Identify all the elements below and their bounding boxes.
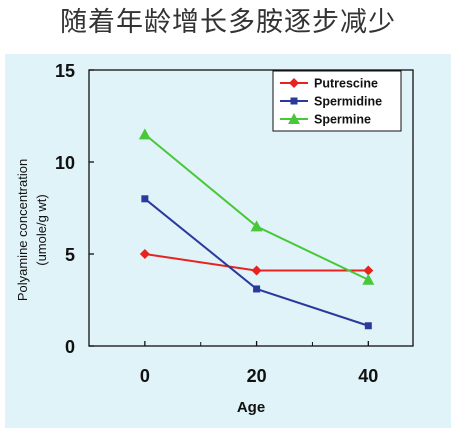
data-point	[138, 128, 151, 140]
diamond-marker	[289, 78, 299, 88]
data-point	[253, 285, 261, 293]
axes: 0 5 10 15 0 20 40 Polyamine concentration (umole…	[15, 61, 414, 386]
legend-label: Spermidine	[314, 95, 382, 109]
square-marker	[290, 97, 298, 105]
page-title: 随着年龄增长多胺逐步减少	[60, 7, 396, 38]
y-tick-label: 0	[65, 337, 75, 357]
data-point	[363, 265, 374, 276]
x-tick-label: 20	[247, 366, 267, 386]
series-line	[144, 133, 369, 281]
y-tick-label: 5	[65, 245, 75, 265]
x-tick-label: 40	[358, 366, 378, 386]
data-point	[139, 249, 150, 259]
y-tick-label: 15	[55, 61, 75, 81]
y-axis-label: Polyamine concentration (umole/g wt)	[15, 159, 49, 301]
legend: Putrescine Spermidine Spermine	[272, 70, 402, 132]
triangle-marker	[288, 113, 300, 124]
y-axis-label-line: (umole/g wt)	[34, 194, 49, 266]
data-point	[362, 273, 375, 285]
data-point	[251, 265, 262, 276]
legend-label: Putrescine	[314, 77, 378, 91]
plot-area-frame	[88, 69, 414, 347]
x-tick-label: 0	[140, 366, 150, 386]
series-spermidine	[141, 195, 372, 330]
series-spermine	[138, 128, 375, 285]
series-putrescine	[139, 249, 374, 276]
series-line	[144, 198, 369, 327]
line-chart: 0 5 10 15 0 20 40 Polyamine concentration (umole…	[15, 61, 414, 416]
y-tick-label: 10	[55, 153, 75, 173]
data-point	[250, 220, 263, 232]
legend-label: Spermine	[314, 113, 371, 127]
chart-panel: 0 5 10 15 0 20 40 Polyamine concentration (umole…	[5, 54, 451, 428]
data-point	[141, 195, 149, 203]
x-axis-label: Age	[237, 399, 265, 416]
y-axis-label-line: Polyamine concentration	[15, 159, 30, 301]
series-layer	[138, 128, 375, 330]
data-point	[364, 322, 372, 330]
